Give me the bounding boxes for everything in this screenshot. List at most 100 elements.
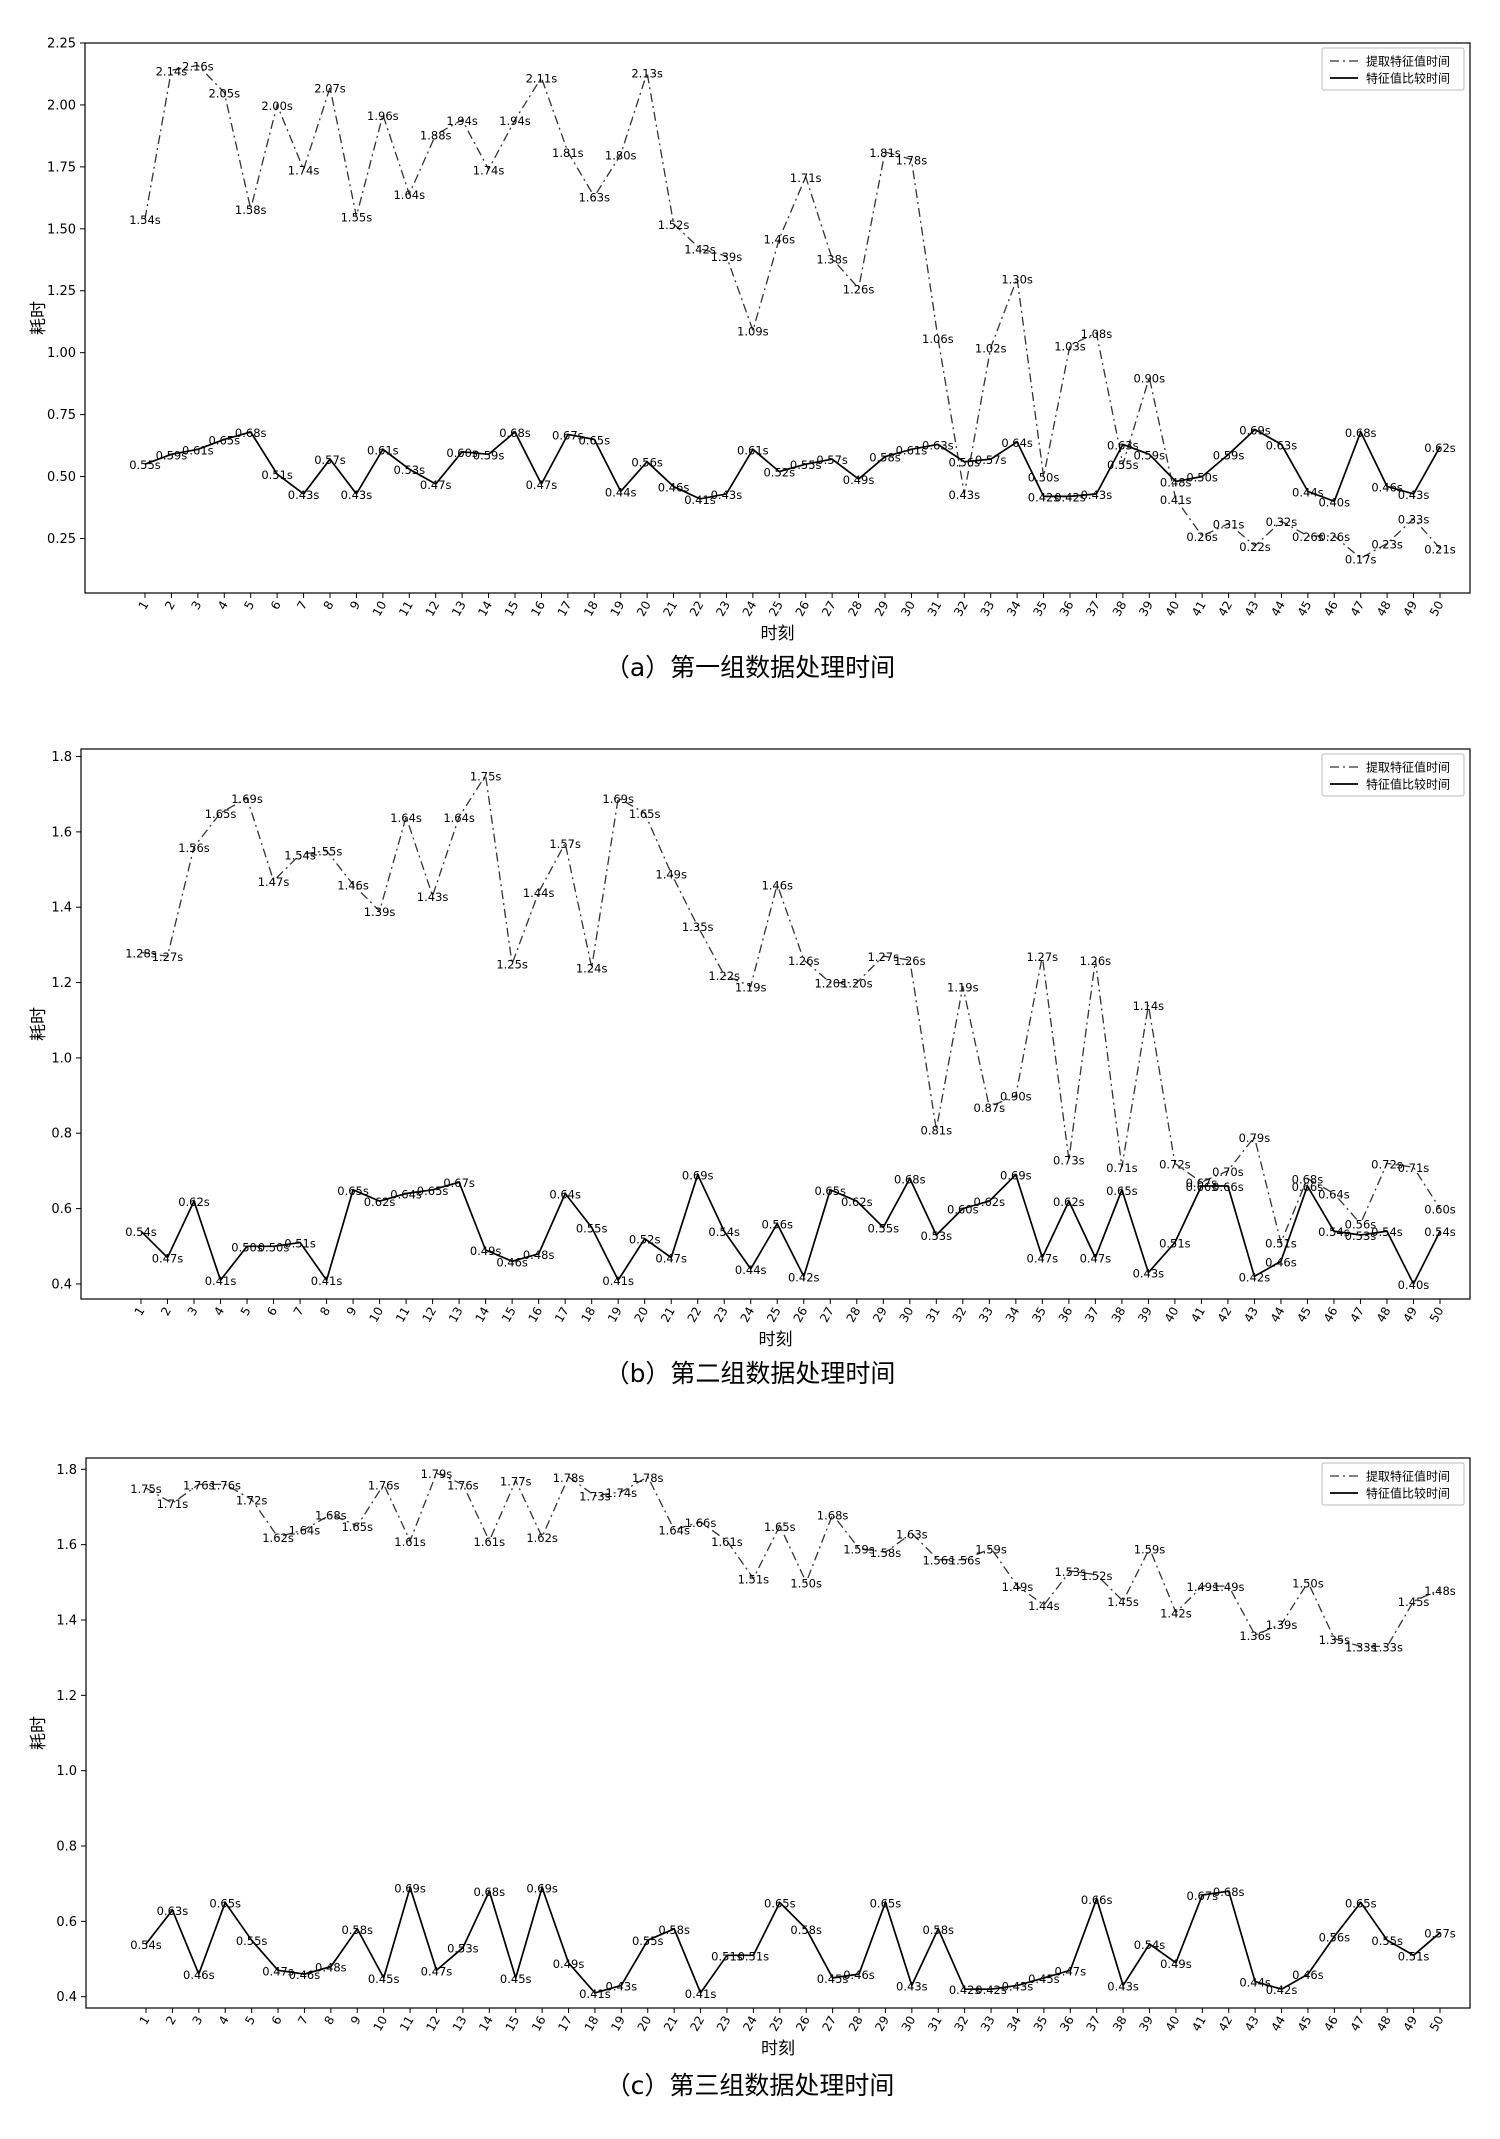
x-tick-label: 40 (1162, 1305, 1182, 1325)
data-label: 0.17s (1345, 552, 1377, 566)
x-tick-label: 42 (1215, 1305, 1235, 1325)
x-tick-label: 38 (1109, 1305, 1129, 1325)
y-tick-label: 0.8 (51, 1127, 72, 1142)
data-label: 0.41s (1160, 493, 1192, 507)
data-label: 0.57s (816, 453, 848, 467)
data-label: 1.55s (341, 210, 373, 224)
data-label: 0.55s (632, 1934, 664, 1948)
data-label: 0.72s (1371, 1157, 1403, 1171)
x-tick-label: 2 (163, 2014, 179, 2028)
data-label: 1.62s (526, 1531, 558, 1545)
x-tick-label: 34 (1004, 598, 1024, 618)
x-tick-label: 41 (1189, 2014, 1209, 2034)
data-label: 1.80s (605, 148, 637, 162)
data-label: 0.60s (1424, 1203, 1456, 1217)
data-label: 1.33s (1371, 1640, 1403, 1654)
data-label: 0.48s (523, 1248, 555, 1262)
data-label: 0.66s (1081, 1893, 1113, 1907)
x-axis-label: 时刻 (761, 2039, 795, 2059)
legend-label: 提取特征值时间 (1366, 54, 1450, 69)
data-label: 1.44s (1028, 1599, 1060, 1613)
data-label: 1.27s (152, 950, 184, 964)
x-tick-label: 29 (872, 2014, 892, 2034)
data-label: 1.54s (129, 213, 161, 227)
x-tick-label: 46 (1321, 1305, 1341, 1325)
y-tick-label: 0.6 (56, 1915, 77, 1930)
data-label: 0.62s (841, 1195, 873, 1209)
x-tick-label: 6 (269, 2014, 285, 2028)
data-label: 0.68s (894, 1172, 926, 1186)
chart-caption: （c）第三组数据处理时间 (606, 2071, 895, 2100)
data-label: 0.58s (341, 1923, 373, 1937)
x-tick-label: 37 (1082, 1305, 1102, 1325)
series-line-compare (140, 1172, 1441, 1286)
data-label: 0.68s (1292, 1172, 1324, 1186)
data-label: 0.46s (658, 480, 690, 494)
data-label: 0.51s (1398, 1949, 1430, 1963)
x-tick-label: 45 (1294, 1305, 1314, 1325)
legend-label: 特征值比较时间 (1366, 777, 1450, 792)
data-label: 0.57s (314, 453, 346, 467)
x-tick-label: 18 (582, 2014, 602, 2034)
data-label: 1.63s (578, 191, 610, 205)
x-tick-label: 50 (1427, 2014, 1447, 2034)
data-label: 0.54s (1318, 1225, 1350, 1239)
x-tick-label: 37 (1083, 599, 1103, 619)
data-label: 1.35s (682, 920, 714, 934)
x-tick-label: 22 (685, 1305, 705, 1325)
data-label: 1.20s (814, 977, 846, 991)
x-tick-label: 20 (632, 1305, 652, 1325)
data-label: 1.08s (1081, 327, 1113, 341)
data-label: 0.46s (843, 1968, 875, 1982)
x-tick-label: 17 (555, 599, 575, 619)
data-label: 1.35s (1319, 1633, 1351, 1647)
data-label: 1.44s (523, 886, 555, 900)
data-label: 1.71s (790, 171, 822, 185)
data-label: 2.11s (526, 72, 558, 86)
data-label: 0.66s (1186, 1180, 1218, 1194)
data-label: 0.52s (629, 1233, 661, 1247)
data-label: 0.47s (420, 478, 452, 492)
x-tick-label: 34 (1004, 2014, 1024, 2034)
data-label: 1.22s (708, 969, 740, 983)
x-tick-label: 33 (976, 1305, 996, 1325)
data-label: 0.64s (390, 1188, 422, 1202)
legend (1321, 1462, 1465, 1506)
x-tick-label: 7 (294, 599, 310, 613)
data-label: 1.25s (496, 958, 528, 972)
data-label: 1.54s (284, 848, 316, 862)
data-label: 0.69s (1239, 423, 1271, 437)
data-label: 0.54s (130, 1938, 162, 1952)
x-tick-label: 46 (1321, 2014, 1341, 2034)
data-label: 1.28s (125, 946, 157, 960)
x-tick-label: 13 (446, 1305, 466, 1325)
data-label: 1.51s (738, 1573, 770, 1587)
data-label: 1.68s (315, 1509, 347, 1523)
data-label: 0.71s (1106, 1161, 1138, 1175)
y-tick-label: 1.8 (56, 1463, 77, 1478)
data-label: 0.40s (1398, 1278, 1430, 1292)
legend-label: 提取特征值时间 (1366, 760, 1450, 775)
x-tick-label: 41 (1189, 599, 1209, 619)
data-label: 2.16s (182, 59, 214, 73)
y-tick-label: 1.0 (56, 1764, 77, 1779)
data-label: 0.69s (394, 1881, 426, 1895)
data-label: 1.45s (1398, 1595, 1430, 1609)
data-label: 0.43s (1002, 1979, 1034, 1993)
x-tick-label: 8 (317, 1305, 333, 1319)
data-label: 0.55s (867, 1221, 899, 1235)
x-tick-label: 11 (396, 599, 416, 619)
x-tick-label: 36 (1057, 2014, 1077, 2034)
data-label: 0.53s (1345, 1229, 1377, 1243)
data-label: 1.02s (975, 342, 1007, 356)
x-tick-label: 28 (846, 2014, 866, 2034)
x-tick-label: 30 (899, 2014, 919, 2034)
chart-caption: （a）第一组数据处理时间 (605, 653, 895, 682)
y-tick-label: 1.6 (51, 825, 72, 840)
data-label: 0.44s (1292, 485, 1324, 499)
data-label: 0.87s (974, 1101, 1006, 1115)
x-tick-label: 7 (295, 2014, 311, 2028)
data-label: 1.56s (922, 1554, 954, 1568)
data-label: 0.42s (949, 1983, 981, 1997)
data-label: 0.31s (1213, 518, 1245, 532)
